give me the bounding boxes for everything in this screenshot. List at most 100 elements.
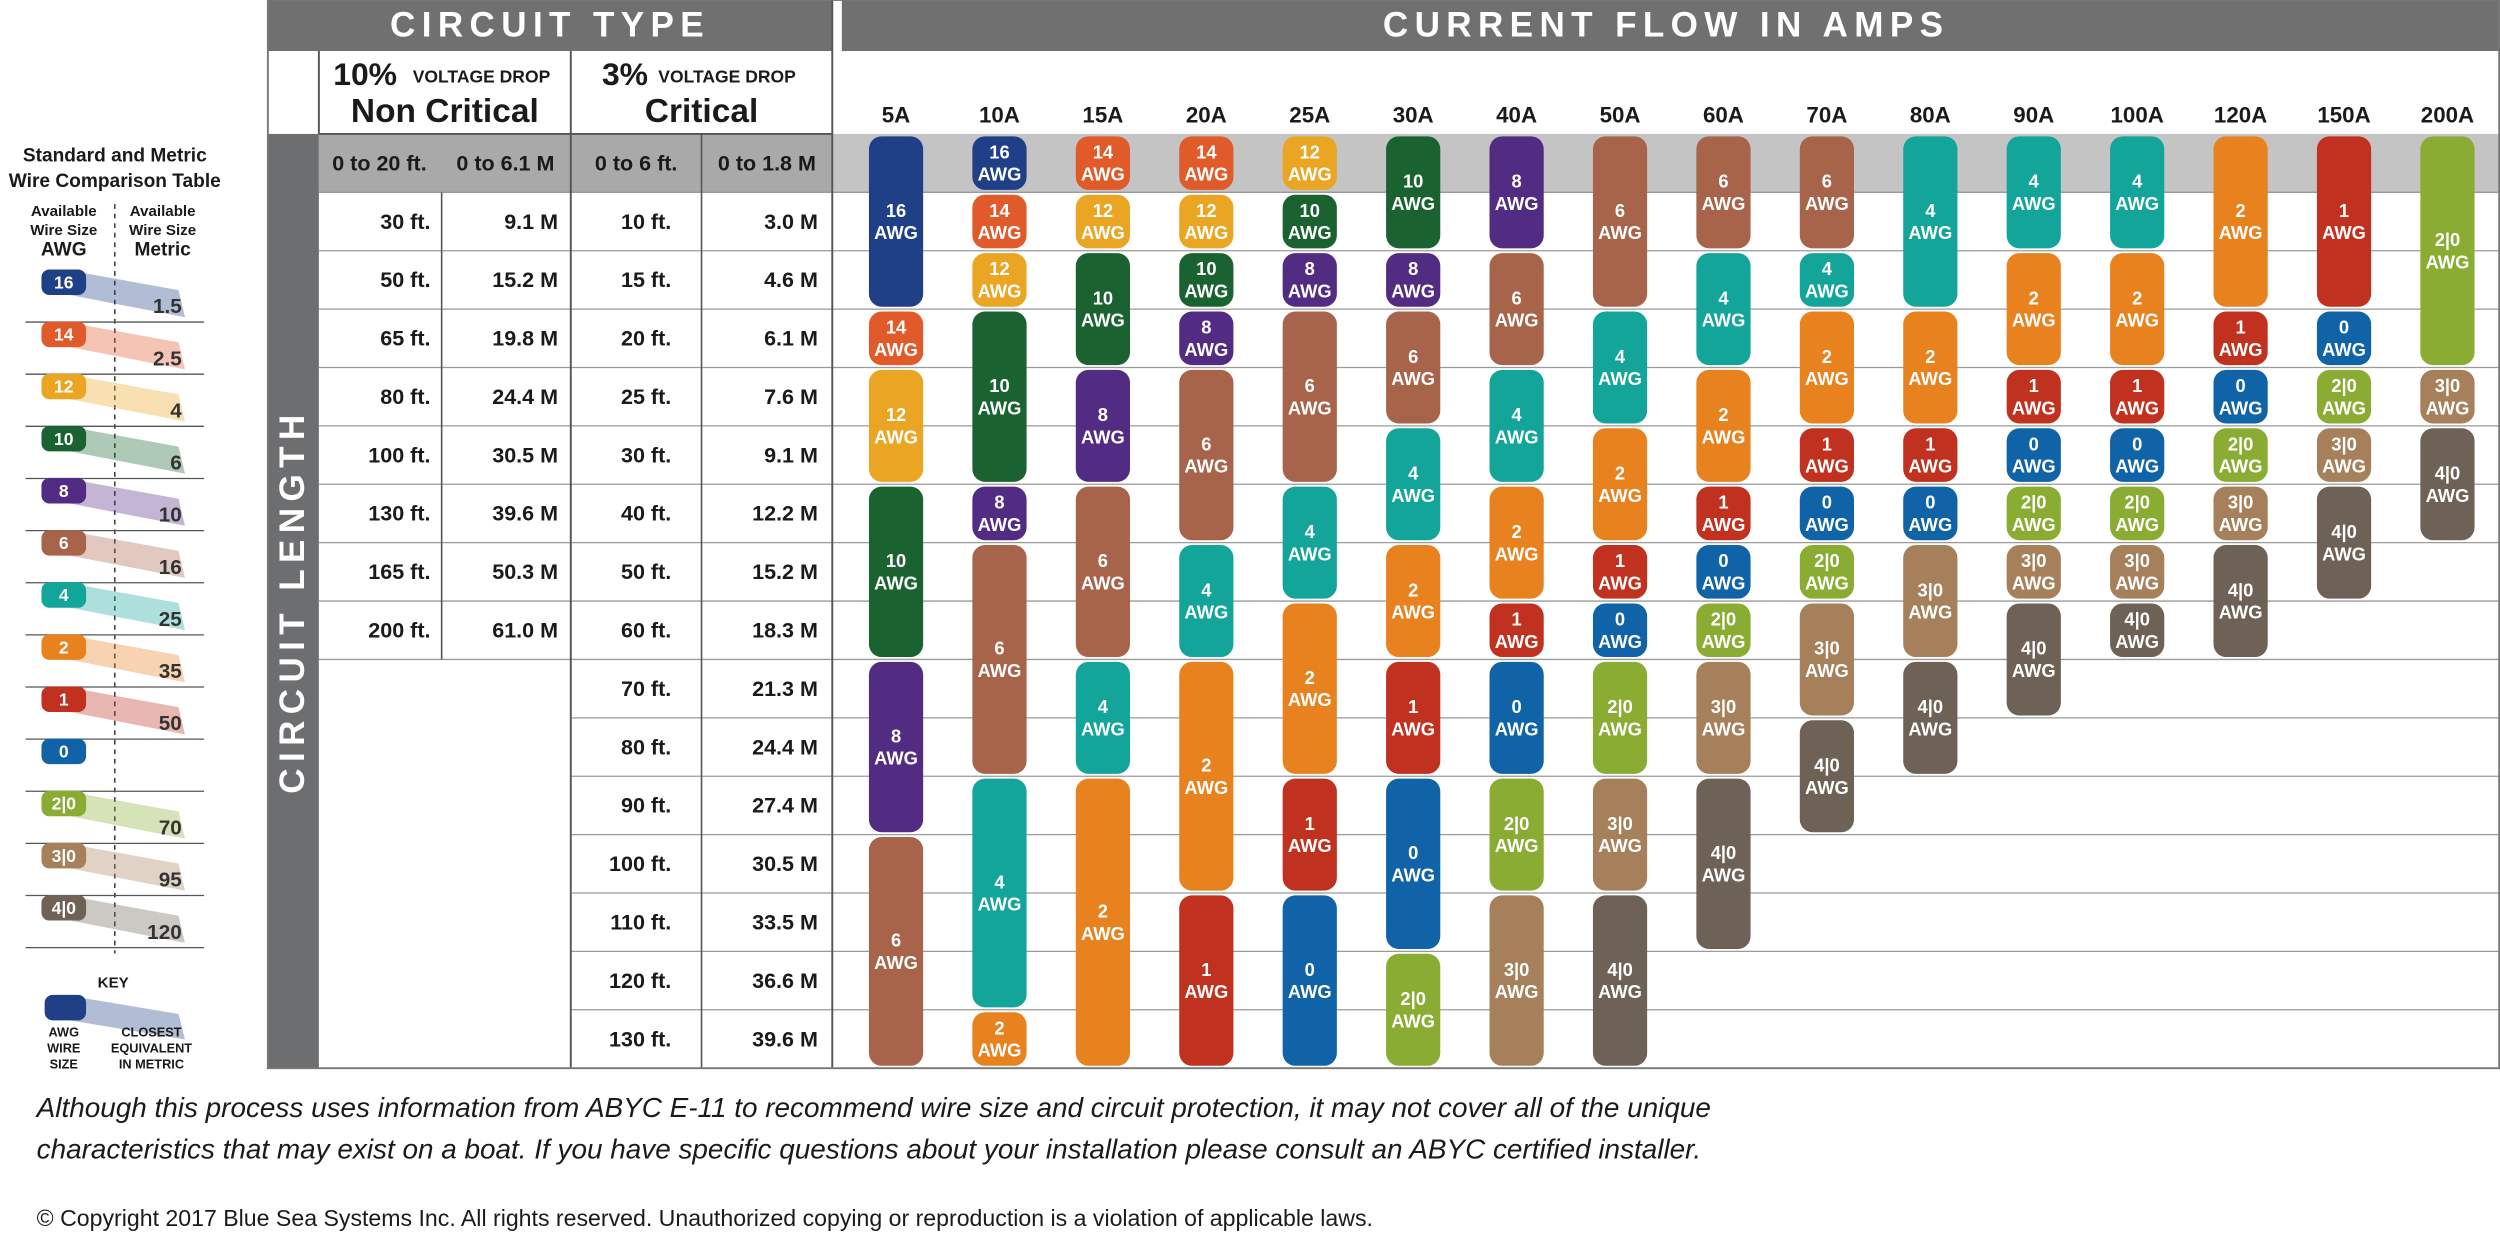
- wire-gauge: 16: [886, 200, 906, 221]
- wire-gauge: 6: [1201, 433, 1211, 454]
- wire-pill: [1075, 661, 1131, 774]
- wire-unit: AWG: [1391, 281, 1435, 302]
- wire-pill: [1696, 369, 1751, 482]
- wire-pill: [1386, 778, 1441, 950]
- wire-unit: AWG: [1391, 718, 1435, 739]
- first-row-bg: [318, 133, 833, 193]
- length-m: 0 to 6.1 M: [456, 151, 554, 175]
- wire-gauge: 3|0: [1504, 959, 1530, 980]
- wire-gauge: 2|0: [1711, 609, 1737, 630]
- length-ft: 165 ft.: [368, 560, 430, 584]
- wire-pill: [1903, 311, 1958, 424]
- wire-gauge: 0: [1718, 550, 1728, 571]
- wire-pill: [2213, 428, 2268, 482]
- legend-metric: 25: [159, 608, 182, 631]
- legend-pill: [41, 895, 87, 921]
- wire-unit: AWG: [2115, 456, 2159, 477]
- wire-unit: AWG: [1495, 718, 1539, 739]
- wire-gauge: 1: [1512, 609, 1522, 630]
- wire-gauge: 0: [1925, 492, 1935, 513]
- percent: 10%: [333, 56, 397, 92]
- wire-pill: [2420, 428, 2475, 541]
- wire-pill: [2006, 253, 2061, 366]
- wire-pill: [2316, 136, 2372, 307]
- wire-pill: [1386, 953, 1441, 1066]
- wire-unit: AWG: [1702, 864, 1746, 885]
- legend-metric: 70: [159, 817, 182, 840]
- wire-unit: AWG: [1184, 602, 1228, 623]
- wire-pill: [1696, 136, 1751, 249]
- length-ft: 15 ft.: [621, 268, 671, 292]
- wire-gauge: 6: [1615, 200, 1625, 221]
- amp-label: 10A: [979, 102, 1020, 127]
- wire-unit: AWG: [1391, 193, 1435, 214]
- wire-unit: AWG: [1805, 514, 1849, 535]
- section-title: CIRCUIT TYPE: [390, 5, 710, 44]
- length-ft: 40 ft.: [621, 502, 671, 526]
- wire-unit: AWG: [978, 222, 1022, 243]
- disclaimer: Although this process uses information f…: [35, 1092, 1711, 1123]
- wire-unit: AWG: [1702, 193, 1746, 214]
- wire-pill: [1696, 603, 1751, 658]
- wire-pill: [2213, 136, 2268, 307]
- wire-unit: AWG: [1702, 718, 1746, 739]
- wire-unit: AWG: [1598, 718, 1642, 739]
- wire-pill: [1282, 486, 1337, 599]
- wire-pill: [1696, 545, 1751, 599]
- key-text: EQUIVALENT: [111, 1040, 192, 1055]
- wire-unit: AWG: [2012, 660, 2056, 681]
- wire-gauge: 2: [1201, 755, 1211, 776]
- wire-pill: [1592, 311, 1648, 424]
- wire-pill: [972, 486, 1027, 541]
- wire-gauge: 2: [2029, 287, 2039, 308]
- amp-label: 30A: [1393, 102, 1434, 127]
- wire-gauge: 3|0: [2435, 375, 2461, 396]
- legend-awg: 10: [54, 429, 74, 449]
- legend-metric: 1.5: [153, 295, 182, 318]
- legend-awg: 4|0: [52, 898, 77, 918]
- wire-pill: [1282, 895, 1337, 1066]
- amp-label: 50A: [1600, 102, 1641, 127]
- wire-unit: AWG: [1184, 339, 1228, 360]
- wire-pill: [1386, 545, 1441, 658]
- wire-gauge: 12: [886, 404, 906, 425]
- wire-pill: [1903, 486, 1958, 541]
- wire-gauge: 4: [2029, 171, 2040, 192]
- amp-label: 80A: [1910, 102, 1951, 127]
- wire-unit: AWG: [1495, 426, 1539, 447]
- wire-pill: [2213, 486, 2268, 541]
- legend-header: AWG: [41, 239, 87, 260]
- wire-gauge: 2|0: [1400, 988, 1426, 1009]
- length-ft: 70 ft.: [621, 677, 671, 701]
- length-ft: 0 to 6 ft.: [595, 151, 677, 175]
- legend-header: Available: [31, 203, 97, 220]
- wire-unit: AWG: [978, 660, 1022, 681]
- legend-band: [63, 477, 185, 526]
- wire-unit: AWG: [1184, 981, 1228, 1002]
- wire-gauge: 6: [891, 930, 901, 951]
- wire-unit: AWG: [2115, 397, 2159, 418]
- wire-unit: AWG: [2115, 631, 2159, 652]
- wire-gauge: 10: [1403, 171, 1423, 192]
- length-ft: 30 ft.: [621, 443, 671, 467]
- wire-pill: [1592, 545, 1648, 599]
- wire-unit: AWG: [1495, 310, 1539, 331]
- legend-metric: 95: [159, 869, 182, 892]
- legend-header: Metric: [134, 239, 191, 260]
- wire-gauge: 1: [2029, 375, 2039, 396]
- legend-metric: 10: [159, 504, 182, 527]
- length-ft: 50 ft.: [621, 560, 671, 584]
- wire-unit: AWG: [1391, 602, 1435, 623]
- wire-unit: AWG: [978, 281, 1022, 302]
- frame: [266, 0, 2500, 1070]
- wire-pill: [1799, 253, 1855, 307]
- amp-label: 200A: [2421, 102, 2474, 127]
- wire-gauge: 10: [1300, 200, 1320, 221]
- length-m: 4.6 M: [764, 268, 818, 292]
- wire-unit: AWG: [2012, 193, 2056, 214]
- wire-unit: AWG: [2012, 456, 2056, 477]
- legend-pill: [41, 686, 87, 713]
- wire-pill: [1799, 136, 1855, 249]
